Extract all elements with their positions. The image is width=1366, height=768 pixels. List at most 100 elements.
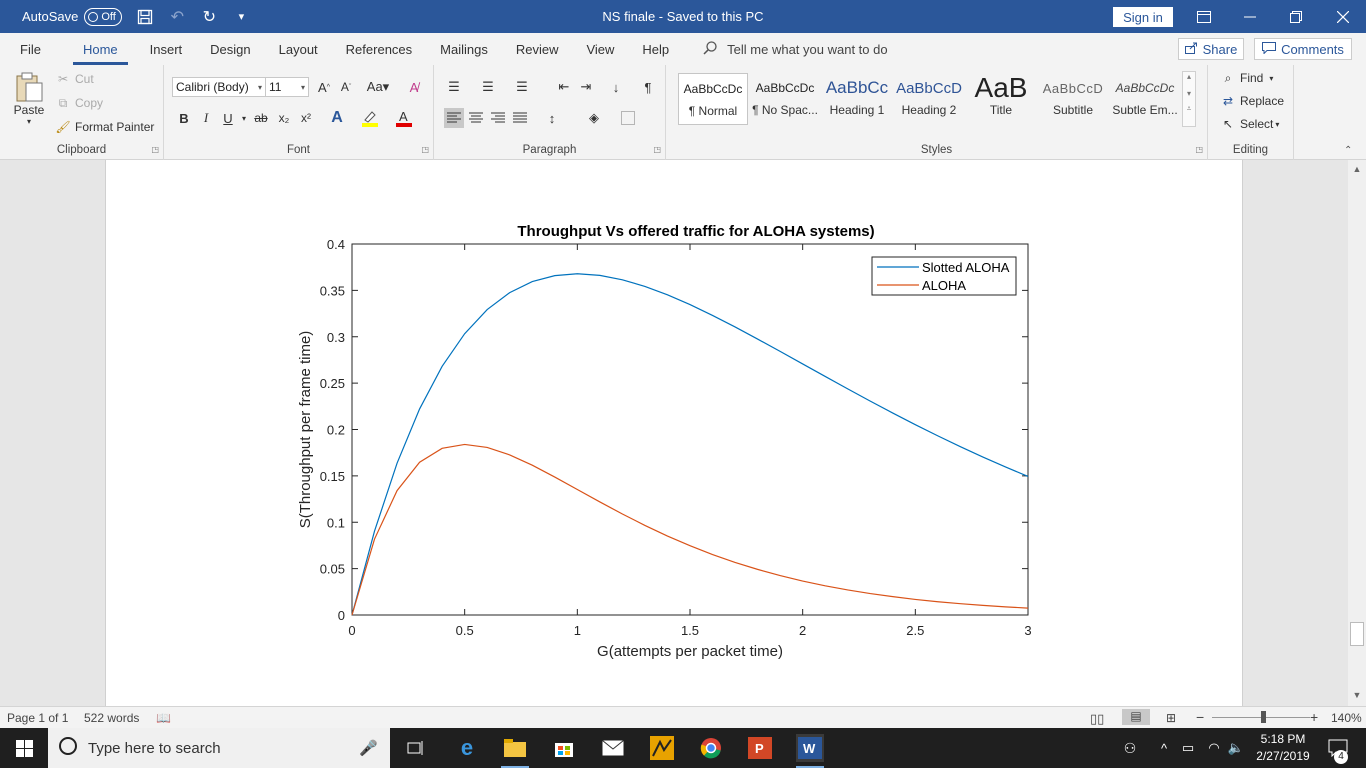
decrease-indent-icon[interactable]: ⇤ bbox=[558, 79, 570, 94]
tab-insert[interactable]: Insert bbox=[149, 41, 183, 57]
comments-button[interactable]: Comments bbox=[1254, 38, 1352, 60]
style-title[interactable]: AaB Title bbox=[974, 73, 1028, 117]
line-spacing-icon[interactable]: ↕ bbox=[548, 110, 556, 126]
word-count[interactable]: 522 words bbox=[84, 711, 140, 725]
change-case-icon[interactable]: Aa▾ bbox=[366, 79, 390, 94]
scroll-thumb[interactable] bbox=[1350, 622, 1364, 646]
ribbon-display-options-icon[interactable] bbox=[1181, 0, 1227, 33]
microphone-icon[interactable]: 🎤 bbox=[359, 740, 378, 757]
grow-font-icon[interactable]: A ^ bbox=[318, 79, 330, 95]
tab-home[interactable]: Home bbox=[72, 33, 128, 65]
more-styles-icon[interactable]: ⩡ bbox=[1186, 104, 1192, 113]
store-icon[interactable] bbox=[550, 734, 578, 762]
document-page[interactable]: Throughput Vs offered traffic for ALOHA … bbox=[105, 160, 1243, 706]
paste-dropdown-icon[interactable]: ▾ bbox=[26, 117, 31, 126]
text-effects-icon[interactable]: A bbox=[331, 109, 343, 126]
tab-view[interactable]: View bbox=[586, 41, 615, 57]
shading-icon[interactable]: ◈ bbox=[589, 110, 599, 125]
zoom-level[interactable]: 140% bbox=[1331, 711, 1362, 725]
superscript-icon[interactable]: x² bbox=[301, 111, 311, 125]
align-center-icon[interactable] bbox=[466, 108, 486, 128]
edge-icon[interactable]: e bbox=[460, 735, 474, 760]
tab-review[interactable]: Review bbox=[515, 41, 559, 57]
tab-mailings[interactable]: Mailings bbox=[440, 41, 488, 57]
print-layout-icon[interactable]: ▤ bbox=[1122, 709, 1150, 725]
save-icon[interactable] bbox=[136, 8, 154, 26]
styles-launcher-icon[interactable]: ◳ bbox=[1195, 145, 1203, 154]
minimize-icon[interactable] bbox=[1227, 0, 1273, 33]
page-count[interactable]: Page 1 of 1 bbox=[7, 711, 69, 725]
style-subtle-emphasis[interactable]: AaBbCcDc Subtle Em... bbox=[1112, 81, 1178, 117]
style-normal[interactable]: AaBbCcDc ¶ Normal bbox=[678, 73, 748, 125]
numbering-icon[interactable]: ☰ bbox=[482, 79, 494, 94]
restore-icon[interactable] bbox=[1273, 0, 1319, 33]
mail-icon[interactable] bbox=[599, 734, 627, 762]
battery-icon[interactable]: ▭ bbox=[1181, 740, 1195, 755]
show-formatting-marks-icon[interactable]: ¶ bbox=[644, 79, 652, 95]
clear-formatting-icon[interactable]: A̸ bbox=[409, 79, 419, 95]
share-button[interactable]: Share bbox=[1178, 38, 1244, 60]
clock[interactable]: 5:18 PM 2/27/2019 bbox=[1248, 731, 1318, 765]
chevron-up-icon[interactable]: ▴ bbox=[1186, 72, 1191, 81]
scroll-up-icon[interactable]: ▲ bbox=[1352, 164, 1362, 174]
people-icon[interactable]: ⚇ bbox=[1123, 739, 1137, 756]
tab-design[interactable]: Design bbox=[210, 41, 251, 57]
find-button[interactable]: ⌕ Find ▾ bbox=[1220, 70, 1274, 86]
justify-icon[interactable] bbox=[510, 108, 530, 128]
style-no-spacing[interactable]: AaBbCcDc ¶ No Spac... bbox=[752, 81, 818, 117]
read-mode-icon[interactable]: ▯▯ bbox=[1090, 711, 1105, 726]
chrome-icon[interactable] bbox=[697, 734, 725, 762]
underline-dropdown-icon[interactable]: ▾ bbox=[241, 113, 246, 123]
close-icon[interactable] bbox=[1320, 0, 1366, 33]
format-painter-button[interactable]: 🖌 Format Painter bbox=[55, 120, 155, 134]
borders-icon[interactable] bbox=[618, 108, 638, 128]
task-view-icon[interactable] bbox=[402, 734, 430, 762]
styles-gallery-scroll[interactable]: ▴ ▾ ⩡ bbox=[1182, 71, 1196, 127]
font-color-icon[interactable]: A bbox=[394, 108, 414, 128]
volume-icon[interactable]: 🔈 bbox=[1227, 740, 1245, 755]
show-hidden-icons-icon[interactable]: ^ bbox=[1160, 740, 1168, 756]
web-layout-icon[interactable]: ⊞ bbox=[1166, 711, 1177, 725]
cut-button[interactable]: ✂ Cut bbox=[55, 71, 94, 87]
font-launcher-icon[interactable]: ◳ bbox=[421, 145, 429, 154]
align-left-icon[interactable] bbox=[444, 108, 464, 128]
clipboard-launcher-icon[interactable]: ◳ bbox=[151, 145, 159, 154]
customize-toolbar-icon[interactable]: ▾ bbox=[238, 11, 245, 23]
style-heading-1[interactable]: AaBbCc Heading 1 bbox=[825, 78, 889, 117]
tab-file[interactable]: File bbox=[20, 41, 41, 57]
copy-button[interactable]: ⧉ Copy bbox=[55, 95, 103, 111]
chevron-down-icon[interactable]: ▾ bbox=[1186, 89, 1191, 98]
replace-button[interactable]: ⇄ Replace bbox=[1220, 93, 1284, 109]
underline-icon[interactable]: U bbox=[223, 110, 233, 126]
collapse-ribbon-icon[interactable]: ⌃ bbox=[1344, 145, 1353, 156]
multilevel-list-icon[interactable]: ☰ bbox=[516, 79, 528, 94]
tab-layout[interactable]: Layout bbox=[278, 41, 318, 57]
undo-icon[interactable]: ↶ bbox=[170, 8, 185, 26]
tell-me-search[interactable]: Tell me what you want to do bbox=[703, 40, 888, 58]
font-name-select[interactable]: Calibri (Body) ▾ bbox=[172, 77, 266, 97]
proofing-icon[interactable]: 📖 bbox=[156, 711, 171, 725]
taskbar-search[interactable]: Type here to search 🎤 bbox=[48, 728, 390, 768]
zoom-slider-thumb[interactable] bbox=[1261, 711, 1266, 723]
word-taskbar-icon[interactable]: W bbox=[796, 734, 824, 768]
zoom-in-icon[interactable]: + bbox=[1310, 709, 1319, 725]
increase-indent-icon[interactable]: ⇥ bbox=[580, 79, 592, 94]
matlab-icon[interactable] bbox=[648, 734, 676, 762]
select-button[interactable]: ↖ Select ▾ bbox=[1220, 116, 1279, 132]
sign-in-button[interactable]: Sign in bbox=[1113, 7, 1173, 27]
style-heading-2[interactable]: AaBbCcD Heading 2 bbox=[896, 79, 962, 118]
tab-help[interactable]: Help bbox=[642, 41, 670, 57]
italic-icon[interactable]: I bbox=[203, 110, 209, 125]
file-explorer-icon[interactable] bbox=[501, 734, 529, 768]
powerpoint-icon[interactable]: P bbox=[746, 734, 774, 762]
align-right-icon[interactable] bbox=[488, 108, 508, 128]
redo-icon[interactable]: ↻ bbox=[202, 8, 217, 26]
highlight-icon[interactable] bbox=[360, 108, 380, 128]
paragraph-launcher-icon[interactable]: ◳ bbox=[653, 145, 661, 154]
autosave-control[interactable]: AutoSave Off bbox=[22, 7, 123, 26]
autosave-toggle[interactable]: Off bbox=[84, 7, 123, 26]
bullets-icon[interactable]: ☰ bbox=[448, 79, 460, 94]
paste-button[interactable]: Paste ▾ bbox=[10, 71, 48, 126]
zoom-out-icon[interactable]: − bbox=[1196, 709, 1205, 725]
